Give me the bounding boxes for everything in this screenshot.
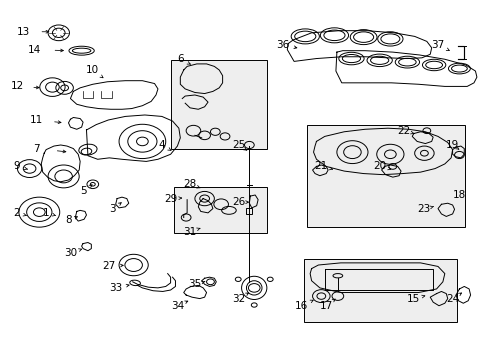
- Text: 36: 36: [275, 40, 288, 50]
- Text: 34: 34: [170, 301, 183, 311]
- Text: 30: 30: [64, 248, 77, 258]
- Text: 8: 8: [65, 215, 72, 225]
- Text: 33: 33: [109, 283, 122, 293]
- Text: 1: 1: [43, 208, 49, 218]
- Text: 9: 9: [14, 161, 20, 171]
- Bar: [246, 207, 252, 214]
- Bar: [306, 125, 464, 227]
- Text: 17: 17: [319, 301, 332, 311]
- Text: 18: 18: [452, 190, 465, 200]
- Text: 3: 3: [109, 204, 115, 214]
- Text: 14: 14: [28, 45, 41, 55]
- Text: 28: 28: [183, 179, 196, 189]
- Text: 12: 12: [10, 81, 23, 91]
- Text: 25: 25: [232, 140, 245, 150]
- Text: 37: 37: [430, 40, 444, 50]
- Text: 11: 11: [30, 115, 43, 125]
- Bar: [170, 60, 266, 149]
- Text: 23: 23: [416, 204, 429, 214]
- Text: 19: 19: [445, 140, 458, 150]
- Text: 29: 29: [163, 194, 177, 203]
- Text: 26: 26: [232, 197, 245, 207]
- Text: 22: 22: [397, 126, 410, 136]
- Text: 16: 16: [295, 301, 308, 311]
- Text: 24: 24: [445, 294, 458, 303]
- Text: 10: 10: [86, 65, 99, 75]
- Text: 31: 31: [183, 227, 196, 237]
- Text: 2: 2: [14, 208, 20, 218]
- Bar: [174, 187, 267, 233]
- Text: 6: 6: [177, 54, 183, 64]
- Text: 27: 27: [102, 261, 116, 271]
- Text: 13: 13: [17, 27, 30, 37]
- Text: 5: 5: [80, 186, 86, 197]
- Text: 20: 20: [372, 161, 386, 171]
- Text: 32: 32: [232, 294, 245, 303]
- Text: 21: 21: [314, 161, 327, 171]
- Text: 35: 35: [188, 279, 201, 289]
- Bar: [303, 258, 456, 322]
- Text: 4: 4: [158, 140, 165, 150]
- Text: 7: 7: [33, 144, 40, 154]
- Text: 15: 15: [406, 294, 420, 303]
